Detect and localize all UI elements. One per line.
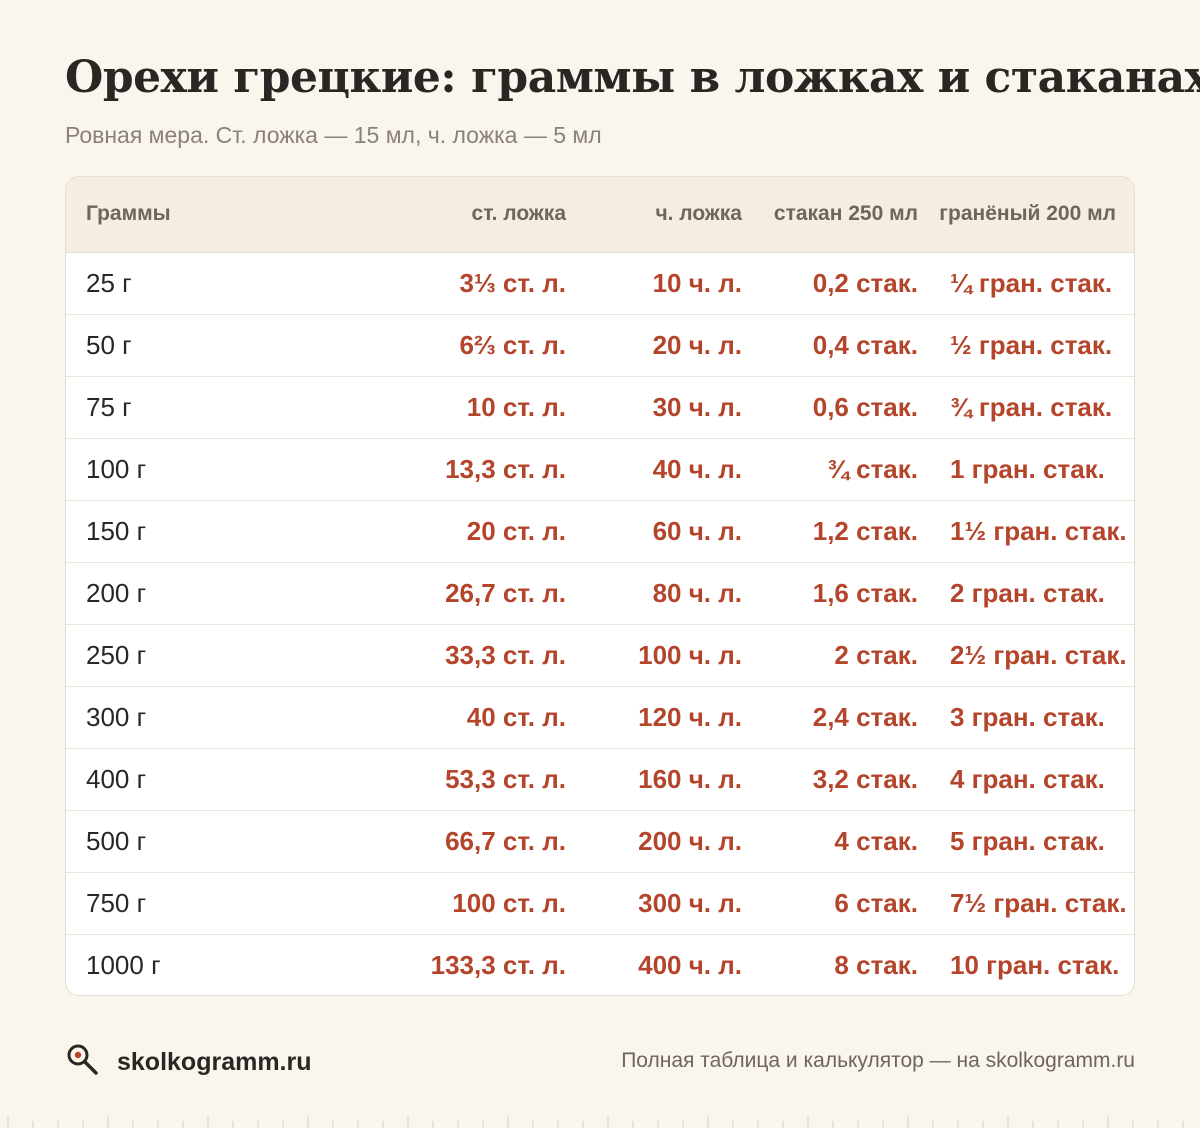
cell-faceted-glass: 1½ гран. стак. (938, 500, 1134, 563)
column-header-tablespoon: ст. ложка (406, 177, 586, 253)
cell-grams: 1000 г (86, 949, 161, 980)
cell-tablespoon: 20 ст. л. (406, 500, 586, 563)
cell-tablespoon: 66,7 ст. л. (406, 810, 586, 873)
cell-grams: 400 г (66, 748, 406, 811)
cell-faceted-glass: 5 гран. стак. (938, 810, 1134, 873)
cell-cup-250: ¾ стак. (762, 438, 938, 501)
cell-cup-250: 2,4 стак. (762, 686, 938, 749)
cell-tablespoon: 133,3 ст. л. (430, 949, 566, 980)
table-row: 25 г 3⅓ ст. л. 10 ч. л. 0,2 стак. ¼ гран. ст… (66, 252, 1134, 315)
footer-brand: skolkogramm.ru (65, 1044, 312, 1080)
cell-teaspoon: 160 ч. л. (586, 748, 762, 811)
cell-tablespoon: 53,3 ст. л. (406, 748, 586, 811)
cell-grams: 25 г (66, 252, 406, 315)
cell-teaspoon: 40 ч. л. (586, 438, 762, 501)
cell-grams: 50 г (66, 314, 406, 377)
cell-faceted-glass: ¼ гран. стак. (938, 252, 1134, 315)
table-row: 300 г 40 ст. л. 120 ч. л. 2,4 стак. 3 гран. … (66, 686, 1134, 749)
cell-faceted-glass: 2½ гран. стак. (938, 624, 1134, 687)
cell-cup-250: 6 стак. (762, 872, 938, 935)
footer-note: Полная таблица и калькулятор — на skolko… (621, 1049, 1135, 1072)
cell-cup-250: 4 стак. (762, 810, 938, 873)
cell-faceted-glass: 7½ гран. стак. (938, 872, 1134, 935)
cell-faceted-glass: 2 гран. стак. (938, 562, 1134, 625)
cell-faceted-glass: 4 гран. стак. (938, 748, 1134, 811)
conversion-table-card: Граммы ст. ложка ч. ложка стакан 250 мл … (65, 176, 1135, 996)
table-row: 400 г 53,3 ст. л. 160 ч. л. 3,2 стак. 4 гран… (66, 748, 1134, 811)
cell-teaspoon: 30 ч. л. (586, 376, 762, 439)
cell-cup-250: 2 стак. (762, 624, 938, 687)
cell-cup-250: 0,4 стак. (762, 314, 938, 377)
table-row: 150 г 20 ст. л. 60 ч. л. 1,2 стак. 1½ гран. … (66, 500, 1134, 563)
column-header-grams: Граммы (66, 177, 406, 253)
cell-grams: 300 г (66, 686, 406, 749)
cell-tablespoon: 26,7 ст. л. (406, 562, 586, 625)
table-row: 75 г 10 ст. л. 30 ч. л. 0,6 стак. ¾ гран. ст… (66, 376, 1134, 439)
cell-teaspoon: 100 ч. л. (586, 624, 762, 687)
cell-faceted-glass: ½ гран. стак. (938, 314, 1134, 377)
cell-faceted-glass: 10 гран. стак. (950, 949, 1120, 980)
cell-tablespoon: 40 ст. л. (406, 686, 586, 749)
column-header-teaspoon: ч. ложка (586, 177, 762, 253)
page-title: Орехи грецкие: граммы в ложках и стакана… (65, 52, 1200, 103)
cell-grams: 500 г (66, 810, 406, 873)
cell-grams: 200 г (66, 562, 406, 625)
table-row: 100 г 13,3 ст. л. 40 ч. л. ¾ стак. 1 гран. с… (66, 438, 1134, 501)
cell-teaspoon: 10 ч. л. (586, 252, 762, 315)
ruler-decoration (7, 1116, 1184, 1128)
cell-cup-250: 1,6 стак. (762, 562, 938, 625)
table-row: 250 г 33,3 ст. л. 100 ч. л. 2 стак. 2½ гран.… (66, 624, 1134, 687)
table-header-row: Граммы ст. ложка ч. ложка стакан 250 мл … (66, 177, 1134, 253)
table-row: 1000 г 133,3 ст. л. 400 ч. л. 8 стак. 10 гра… (66, 934, 1134, 995)
cell-tablespoon: 6⅔ ст. л. (406, 314, 586, 377)
cell-faceted-glass: 3 гран. стак. (938, 686, 1134, 749)
cell-cup-250: 1,2 стак. (762, 500, 938, 563)
cell-teaspoon: 120 ч. л. (586, 686, 762, 749)
cell-teaspoon: 20 ч. л. (586, 314, 762, 377)
cell-grams: 250 г (66, 624, 406, 687)
cell-cup-250: 0,2 стак. (762, 252, 938, 315)
table-row: 200 г 26,7 ст. л. 80 ч. л. 1,6 стак. 2 гран.… (66, 562, 1134, 625)
cell-teaspoon: 80 ч. л. (586, 562, 762, 625)
cell-cup-250: 8 стак. (834, 949, 918, 980)
cell-grams: 75 г (66, 376, 406, 439)
cell-faceted-glass: 1 гран. стак. (938, 438, 1134, 501)
page-subtitle: Ровная мера. Ст. ложка — 15 мл, ч. ложка… (65, 122, 602, 148)
cell-cup-250: 0,6 стак. (762, 376, 938, 439)
table-row: 50 г 6⅔ ст. л. 20 ч. л. 0,4 стак. ½ гран. ст… (66, 314, 1134, 377)
cell-grams: 150 г (66, 500, 406, 563)
column-header-cup-250: стакан 250 мл (762, 177, 938, 253)
cell-faceted-glass: ¾ гран. стак. (938, 376, 1134, 439)
cell-teaspoon: 60 ч. л. (586, 500, 762, 563)
cell-grams: 100 г (66, 438, 406, 501)
cell-tablespoon: 33,3 ст. л. (406, 624, 586, 687)
cell-teaspoon: 400 ч. л. (638, 949, 742, 980)
table-row: 750 г 100 ст. л. 300 ч. л. 6 стак. 7½ гран. … (66, 872, 1134, 935)
cell-tablespoon: 13,3 ст. л. (406, 438, 586, 501)
cell-cup-250: 3,2 стак. (762, 748, 938, 811)
magnifier-icon (65, 1042, 101, 1083)
brand-name: skolkogramm.ru (117, 1047, 312, 1076)
cell-teaspoon: 300 ч. л. (586, 872, 762, 935)
table-body: 25 г 3⅓ ст. л. 10 ч. л. 0,2 стак. ¼ гран. ст… (66, 252, 1134, 995)
table-row: 500 г 66,7 ст. л. 200 ч. л. 4 стак. 5 гран. … (66, 810, 1134, 873)
cell-teaspoon: 200 ч. л. (586, 810, 762, 873)
cell-tablespoon: 10 ст. л. (406, 376, 586, 439)
cell-tablespoon: 100 ст. л. (406, 872, 586, 935)
conversion-table: Граммы ст. ложка ч. ложка стакан 250 мл … (66, 177, 1134, 995)
column-header-faceted-glass-200: гранёный 200 мл (938, 177, 1134, 253)
cell-grams: 750 г (66, 872, 406, 935)
cell-tablespoon: 3⅓ ст. л. (406, 252, 586, 315)
